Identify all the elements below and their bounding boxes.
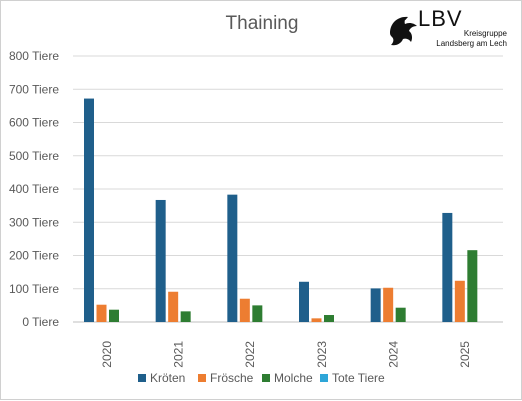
y-axis-ticks: 0 Tiere 100 Tiere 200 Tiere 300 Tiere 400 Ti…: [9, 49, 59, 329]
legend-item: Molche: [262, 371, 313, 385]
bar: [299, 281, 309, 322]
legend-label: Tote Tiere: [332, 371, 385, 385]
x-tick-label: 2025: [458, 341, 472, 368]
legend-swatch: [262, 374, 270, 382]
logo-line2: Landsberg am Lech: [436, 39, 507, 48]
bar: [109, 309, 119, 322]
legend-item: Kröten: [138, 371, 185, 385]
legend-swatch: [320, 374, 328, 382]
y-tick-label: 600 Tiere: [9, 116, 59, 130]
x-tick-label: 2022: [243, 341, 257, 368]
y-tick-label: 300 Tiere: [9, 215, 59, 229]
legend-swatch: [138, 374, 146, 382]
legend-item: Tote Tiere: [320, 371, 385, 385]
bar: [84, 98, 94, 322]
lbv-logo: LBV Kreisgruppe Landsberg am Lech: [386, 6, 511, 49]
bar: [383, 287, 394, 322]
lbv-bird-icon: [390, 16, 417, 46]
legend-swatch: [198, 374, 206, 382]
bar: [454, 280, 465, 322]
y-tick-label: 500 Tiere: [9, 149, 59, 163]
x-axis-ticks: 2020 2021 2022 2023 2024 2025: [100, 341, 472, 368]
y-tick-label: 200 Tiere: [9, 249, 59, 263]
y-tick-label: 700 Tiere: [9, 82, 59, 96]
logo-line1: Kreisgruppe: [463, 29, 507, 38]
x-tick-label: 2020: [100, 341, 114, 368]
chart-title: Thaining: [225, 13, 299, 34]
bar: [96, 304, 107, 322]
bar: [370, 288, 381, 322]
bar: [324, 315, 334, 322]
x-tick-label: 2021: [172, 341, 186, 368]
bar: [395, 307, 406, 322]
logo-brand: LBV: [418, 6, 463, 31]
legend-label: Molche: [274, 371, 313, 385]
bar: [467, 250, 478, 322]
bars: [84, 98, 478, 322]
y-tick-label: 400 Tiere: [9, 182, 59, 196]
bar: [155, 199, 166, 322]
bar: [168, 291, 179, 322]
x-tick-label: 2023: [315, 341, 329, 368]
bar: [180, 311, 191, 322]
y-tick-label: 100 Tiere: [9, 282, 59, 296]
x-tick-label: 2024: [387, 341, 401, 368]
y-tick-label: 0 Tiere: [22, 315, 59, 329]
bar: [252, 305, 263, 322]
y-tick-label: 800 Tiere: [9, 49, 59, 63]
legend-item: Frösche: [198, 371, 254, 385]
bar: [227, 194, 238, 322]
legend: Kröten Frösche Molche Tote Tiere: [138, 371, 385, 385]
grid-lines: [73, 55, 503, 323]
legend-label: Frösche: [210, 371, 254, 385]
bar: [239, 298, 250, 322]
legend-label: Kröten: [150, 371, 185, 385]
bar: [311, 318, 322, 322]
bar: [442, 212, 453, 322]
